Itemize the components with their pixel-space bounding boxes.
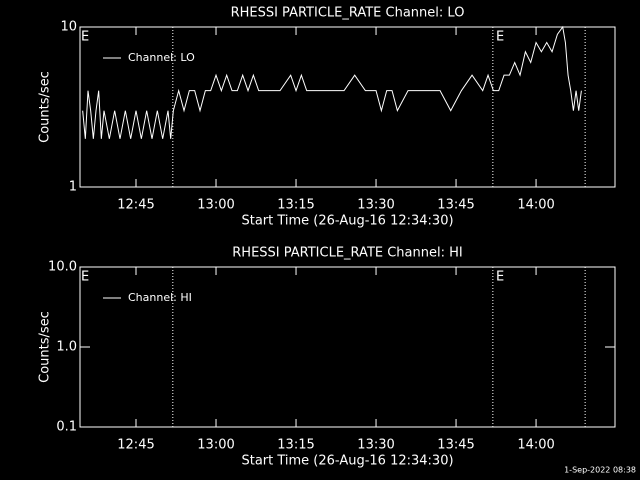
data-line bbox=[82, 25, 582, 139]
chart-title: RHESSI PARTICLE_RATE Channel: HI bbox=[232, 246, 462, 261]
chart-title: RHESSI PARTICLE_RATE Channel: LO bbox=[231, 6, 465, 21]
x-tick-label: 13:00 bbox=[197, 198, 234, 213]
x-tick-label: 14:00 bbox=[517, 438, 554, 453]
x-tick-label: 13:45 bbox=[437, 198, 474, 213]
x-tick-label: 12:45 bbox=[117, 438, 154, 453]
x-axis-label: Start Time (26-Aug-16 12:34:30) bbox=[241, 454, 453, 469]
y-tick-label: 10.0 bbox=[48, 260, 77, 275]
plot-frame bbox=[79, 26, 616, 188]
x-tick-label: 12:45 bbox=[117, 198, 154, 213]
x-tick-label: 13:15 bbox=[277, 198, 314, 213]
annotation: E bbox=[496, 270, 504, 285]
x-tick-label: 14:00 bbox=[517, 198, 554, 213]
y-tick-label: 1 bbox=[69, 180, 77, 195]
annotation: E bbox=[81, 270, 89, 285]
chart: RHESSI PARTICLE_RATE Channel: LO Start Ti… bbox=[38, 6, 616, 229]
x-tick-label: 13:30 bbox=[357, 438, 394, 453]
annotation: E bbox=[496, 30, 504, 45]
y-tick-label: 0.1 bbox=[56, 420, 77, 435]
x-tick-label: 13:00 bbox=[197, 438, 234, 453]
legend-label: Channel: HI bbox=[128, 291, 192, 304]
x-axis-label: Start Time (26-Aug-16 12:34:30) bbox=[241, 214, 453, 229]
chart: RHESSI PARTICLE_RATE Channel: HI Start Ti… bbox=[38, 246, 616, 469]
x-tick-label: 13:15 bbox=[277, 438, 314, 453]
y-axis-label: Counts/sec bbox=[38, 71, 53, 143]
y-tick-label: 1.0 bbox=[56, 340, 77, 355]
y-tick-label: 10 bbox=[60, 20, 77, 35]
annotation: E bbox=[81, 30, 89, 45]
y-axis-label: Counts/sec bbox=[38, 311, 53, 383]
x-tick-label: 13:30 bbox=[357, 198, 394, 213]
x-tick-label: 13:45 bbox=[437, 438, 474, 453]
legend-label: Channel: LO bbox=[128, 51, 195, 64]
timestamp: 1-Sep-2022 08:38 bbox=[564, 466, 636, 475]
